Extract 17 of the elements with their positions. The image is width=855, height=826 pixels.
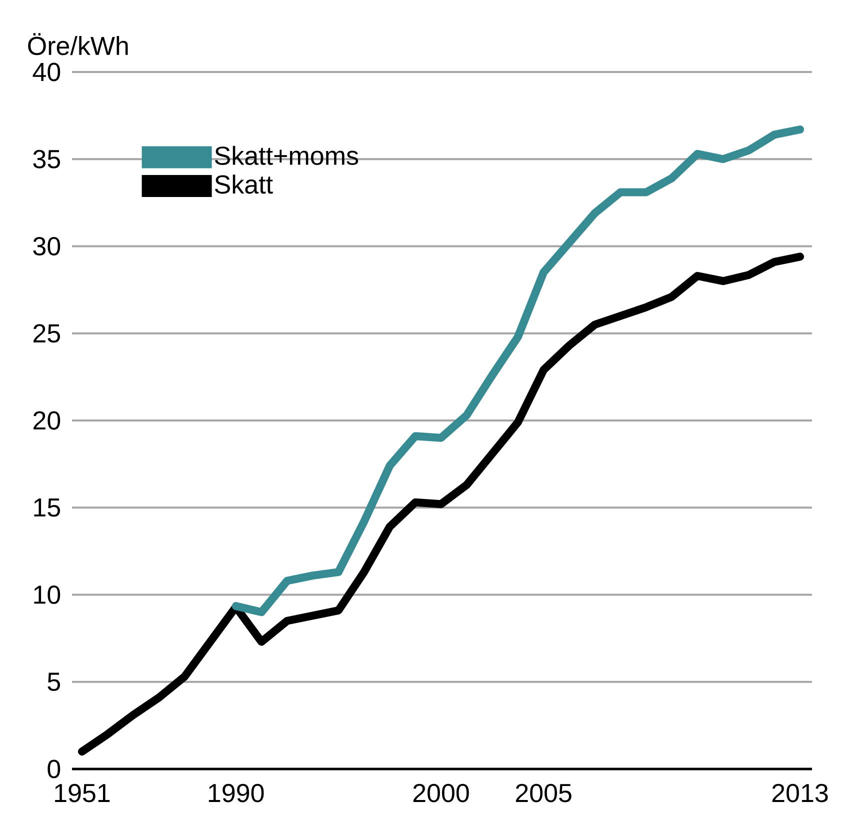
y-tick-label: 15 bbox=[34, 498, 60, 517]
y-axis-title: Öre/kWh bbox=[28, 33, 128, 56]
y-tick-label: 20 bbox=[34, 411, 60, 430]
y-tick-label: 30 bbox=[33, 237, 60, 256]
x-tick-label: 2005 bbox=[516, 784, 572, 802]
y-tick-label: 35 bbox=[33, 150, 60, 168]
x-tick-label: 2000 bbox=[413, 784, 469, 802]
x-tick-label: 1951 bbox=[55, 784, 110, 802]
x-tick-label: 1990 bbox=[208, 784, 264, 802]
y-tick-label: 10 bbox=[34, 586, 60, 604]
x-tick-label: 2013 bbox=[772, 784, 828, 802]
y-tick-label: 5 bbox=[48, 672, 60, 691]
y-tick-label: 40 bbox=[32, 62, 60, 82]
y-tick-label: 25 bbox=[34, 324, 60, 343]
y-tick-label: 0 bbox=[48, 760, 60, 778]
legend-label: Skatt bbox=[214, 174, 273, 194]
legend-label: Skatt+moms bbox=[214, 146, 358, 165]
